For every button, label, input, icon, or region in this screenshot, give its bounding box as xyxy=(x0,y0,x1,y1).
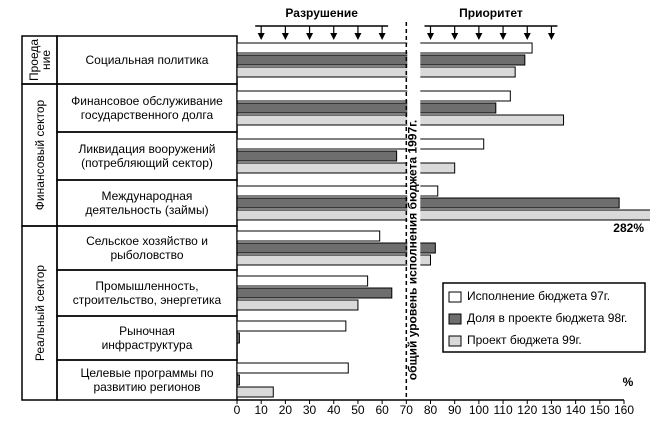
reference-label: общий уровень исполнения бюджета 1997г. xyxy=(405,120,419,381)
x-tick-label: 70 xyxy=(400,403,414,417)
category-label: Финансовое обслуживание государственного… xyxy=(71,94,223,122)
x-tick-label: 50 xyxy=(351,403,365,417)
bar xyxy=(236,332,240,344)
category-label: Сельское хозяйство и рыболовство xyxy=(86,234,208,262)
arrow-head xyxy=(427,33,434,40)
arrow-head xyxy=(475,33,483,40)
bar xyxy=(236,114,565,126)
bar xyxy=(236,185,439,197)
bar xyxy=(236,374,240,386)
bar xyxy=(236,362,349,374)
category-label: Международная деятельность (займы) xyxy=(85,189,209,217)
x-tick-label: 130 xyxy=(541,403,561,417)
arrow-head xyxy=(281,33,289,40)
legend-box xyxy=(442,282,646,353)
bar xyxy=(236,90,511,102)
x-tick-label: 40 xyxy=(327,403,341,417)
legend-swatch xyxy=(448,291,462,303)
x-axis-label: % xyxy=(623,375,634,389)
x-tick-label: 60 xyxy=(375,403,389,417)
arrow-head xyxy=(499,33,507,40)
bar xyxy=(236,242,436,254)
axis-break xyxy=(407,30,421,400)
arrow-head xyxy=(523,33,531,40)
category-label: Промышленность, строительство, энергетик… xyxy=(72,279,222,307)
x-tick-label: 30 xyxy=(303,403,317,417)
bar xyxy=(236,275,369,287)
header-label: Разрушение xyxy=(285,6,358,20)
legend-label: Доля в проекте бюджета 98г. xyxy=(467,311,627,325)
bar xyxy=(236,299,359,311)
bar xyxy=(236,102,497,114)
arrow-head xyxy=(378,33,386,40)
arrow-head xyxy=(330,33,338,40)
x-tick-label: 90 xyxy=(448,403,462,417)
bar xyxy=(236,150,398,162)
arrow-head xyxy=(451,33,459,40)
arrow-head xyxy=(257,33,265,40)
x-tick-label: 160 xyxy=(614,403,634,417)
x-tick-label: 80 xyxy=(424,403,438,417)
x-tick-label: 120 xyxy=(517,403,537,417)
bar xyxy=(236,54,526,66)
bar xyxy=(236,287,393,299)
bar xyxy=(236,386,274,398)
category-label: Рыночная инфраструктура xyxy=(101,324,193,352)
bar xyxy=(236,66,516,78)
bar xyxy=(236,320,347,332)
x-tick-label: 0 xyxy=(234,403,241,417)
x-tick-label: 100 xyxy=(469,403,489,417)
bar xyxy=(236,209,650,221)
legend-label: Исполнение бюджета 97г. xyxy=(467,289,610,303)
x-tick-label: 20 xyxy=(279,403,293,417)
legend-label: Проект бюджета 99г. xyxy=(467,333,582,347)
bar xyxy=(236,230,381,242)
bar xyxy=(236,42,533,54)
category-label: Целевые программы по развитию регионов xyxy=(80,366,214,394)
legend-swatch xyxy=(448,313,462,325)
x-tick-label: 110 xyxy=(493,403,512,417)
arrow-head xyxy=(354,33,362,40)
bar xyxy=(236,162,456,174)
bar xyxy=(236,197,620,209)
category-label: Ликвидация вооружений (потребляющий сект… xyxy=(78,142,216,170)
x-tick-label: 140 xyxy=(566,403,586,417)
group-box xyxy=(21,225,58,401)
category-label: Социальная политика xyxy=(85,53,209,67)
bar xyxy=(236,138,485,150)
arrow-head xyxy=(306,33,314,40)
bar xyxy=(236,254,431,266)
header-label: Приоритет xyxy=(459,6,523,20)
bars xyxy=(236,42,650,398)
x-tick-label: 150 xyxy=(590,403,610,417)
arrow-head xyxy=(547,33,555,40)
legend-swatch xyxy=(448,335,462,347)
value-label: 282% xyxy=(613,221,644,235)
group-label: Реальный сектор xyxy=(32,264,47,362)
group-label: Финансовый сектор xyxy=(32,99,47,211)
group-label: Проеда ние xyxy=(26,38,53,82)
x-tick-label: 10 xyxy=(255,403,269,417)
